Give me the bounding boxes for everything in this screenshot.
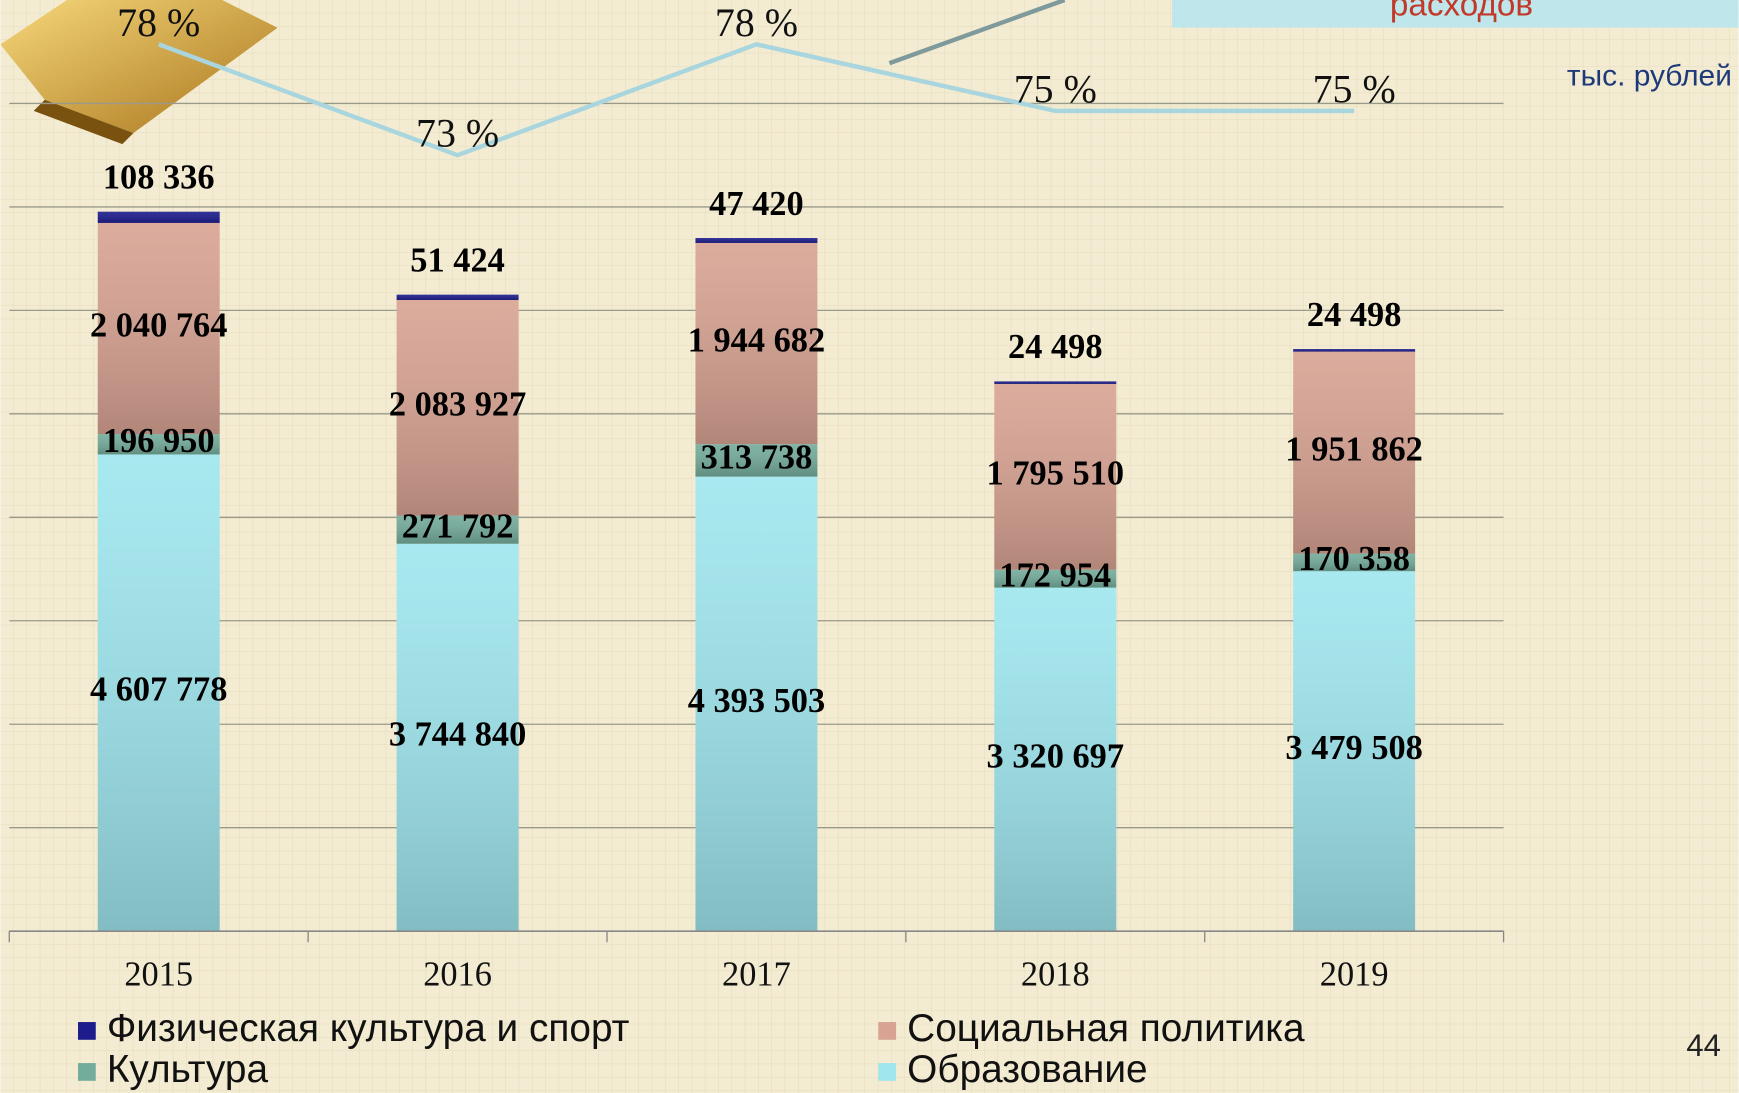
legend-swatch	[78, 1022, 96, 1040]
bar-shade	[695, 242, 818, 445]
gold-bars	[0, 0, 278, 145]
x-tick-label: 2016	[423, 956, 492, 994]
bar-shade	[396, 299, 519, 516]
data-label: 271 792	[402, 508, 514, 546]
line-label: 73 %	[416, 111, 499, 156]
data-label: 24 498	[1307, 296, 1402, 334]
header: расходов	[1390, 0, 1533, 24]
data-label: 51 424	[410, 242, 504, 280]
line-label: 75 %	[1014, 66, 1097, 111]
data-label: 1 951 862	[1285, 430, 1422, 468]
data-label: 47 420	[709, 185, 803, 223]
decor-line	[888, 0, 1066, 66]
page-number: 44	[1686, 1028, 1720, 1063]
legend-swatch	[878, 1022, 897, 1040]
data-label: 4 607 778	[90, 671, 227, 709]
bar-shade	[994, 569, 1117, 588]
bar-shade	[1293, 351, 1416, 554]
bar-shade	[695, 238, 818, 243]
x-tick-label: 2018	[1021, 956, 1090, 994]
legend-label: Физическая культура и спорт	[107, 1007, 630, 1050]
legend-swatch	[878, 1063, 897, 1081]
x-tick-label: 2015	[124, 956, 193, 994]
bar-shade	[695, 444, 818, 477]
bar-shade	[97, 454, 220, 932]
bar-shade	[695, 476, 818, 932]
share-line	[157, 42, 1355, 158]
legend-label: Культура	[107, 1048, 269, 1091]
data-label: 172 954	[999, 557, 1111, 595]
data-label: 313 738	[701, 438, 813, 476]
bar-shade	[97, 222, 220, 435]
bar-shade	[994, 383, 1117, 570]
header-box	[1172, 0, 1739, 28]
data-label: 108 336	[103, 159, 215, 197]
bar-shade	[97, 434, 220, 455]
data-label: 24 498	[1008, 328, 1102, 366]
data-label: 2 040 764	[90, 306, 227, 344]
data-label: 3 479 508	[1285, 729, 1422, 767]
data-label: 1 795 510	[987, 455, 1124, 493]
line-label: 75 %	[1313, 66, 1396, 111]
data-label: 3 320 697	[987, 737, 1124, 775]
bar-shade	[396, 543, 519, 932]
x-tick-label: 2019	[1320, 956, 1389, 994]
line-label: 78 %	[117, 0, 200, 45]
legend-label: Образование	[907, 1048, 1147, 1091]
data-label: 196 950	[103, 422, 215, 460]
data-label: 2 083 927	[389, 386, 526, 424]
bar-shade	[1293, 571, 1416, 932]
bar-shade	[1293, 349, 1416, 352]
legend-swatch	[78, 1063, 96, 1081]
unit-label: тыс. рублей	[1567, 60, 1732, 93]
data-label: 3 744 840	[389, 715, 526, 753]
data-label: 1 944 682	[688, 321, 825, 359]
x-tick-label: 2017	[722, 956, 791, 994]
bar-shade	[396, 294, 519, 300]
bar-shade	[994, 587, 1117, 932]
legend-label: Социальная политика	[907, 1007, 1305, 1050]
bar-shade	[994, 381, 1117, 384]
bar-shade	[97, 211, 220, 223]
bar-shade	[1293, 553, 1416, 572]
bar-shade	[396, 515, 519, 544]
data-label: 4 393 503	[688, 682, 825, 720]
line-label: 78 %	[715, 0, 798, 45]
data-label: 170 358	[1298, 540, 1410, 578]
